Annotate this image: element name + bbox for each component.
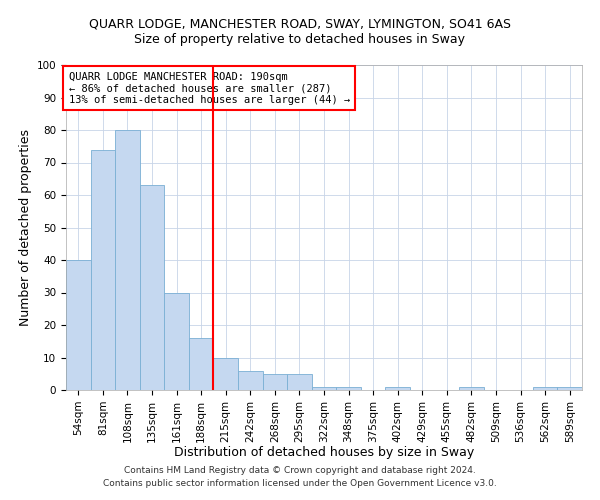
Bar xyxy=(557,387,582,390)
Text: QUARR LODGE, MANCHESTER ROAD, SWAY, LYMINGTON, SO41 6AS: QUARR LODGE, MANCHESTER ROAD, SWAY, LYMI… xyxy=(89,18,511,30)
Bar xyxy=(533,387,557,390)
Text: Contains HM Land Registry data © Crown copyright and database right 2024.
Contai: Contains HM Land Registry data © Crown c… xyxy=(103,466,497,487)
Bar xyxy=(459,387,484,390)
Text: Size of property relative to detached houses in Sway: Size of property relative to detached ho… xyxy=(134,32,466,46)
Bar xyxy=(238,370,263,390)
Y-axis label: Number of detached properties: Number of detached properties xyxy=(19,129,32,326)
Bar xyxy=(189,338,214,390)
Bar xyxy=(385,387,410,390)
Bar xyxy=(66,260,91,390)
Bar xyxy=(336,387,361,390)
X-axis label: Distribution of detached houses by size in Sway: Distribution of detached houses by size … xyxy=(174,446,474,459)
Bar xyxy=(91,150,115,390)
Bar xyxy=(115,130,140,390)
Bar xyxy=(263,374,287,390)
Bar xyxy=(164,292,189,390)
Bar xyxy=(140,185,164,390)
Bar xyxy=(214,358,238,390)
Bar xyxy=(287,374,312,390)
Text: QUARR LODGE MANCHESTER ROAD: 190sqm
← 86% of detached houses are smaller (287)
1: QUARR LODGE MANCHESTER ROAD: 190sqm ← 86… xyxy=(68,72,350,104)
Bar xyxy=(312,387,336,390)
